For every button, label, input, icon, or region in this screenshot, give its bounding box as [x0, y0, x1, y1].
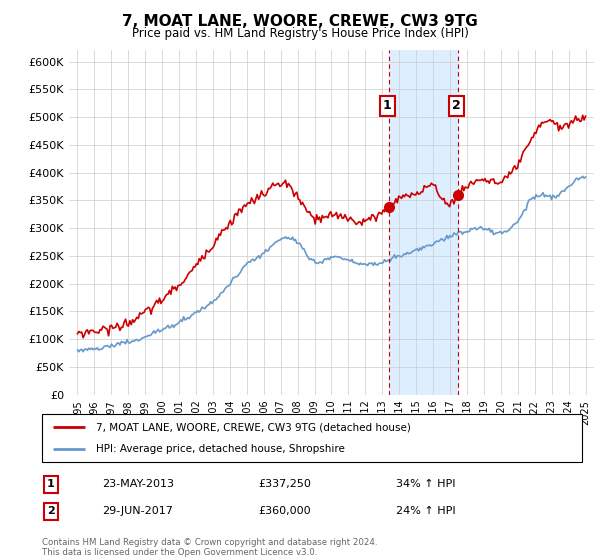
- FancyBboxPatch shape: [42, 414, 582, 462]
- Text: 23-MAY-2013: 23-MAY-2013: [102, 479, 174, 489]
- Bar: [389, 50, 458, 395]
- Text: 2: 2: [452, 100, 461, 113]
- Text: £360,000: £360,000: [258, 506, 311, 516]
- Text: 2: 2: [47, 506, 55, 516]
- Text: Contains HM Land Registry data © Crown copyright and database right 2024.
This d: Contains HM Land Registry data © Crown c…: [42, 538, 377, 557]
- Text: HPI: Average price, detached house, Shropshire: HPI: Average price, detached house, Shro…: [96, 444, 345, 454]
- Text: 34% ↑ HPI: 34% ↑ HPI: [396, 479, 455, 489]
- Text: 1: 1: [383, 100, 391, 113]
- Text: £337,250: £337,250: [258, 479, 311, 489]
- Text: 29-JUN-2017: 29-JUN-2017: [102, 506, 173, 516]
- Text: 1: 1: [47, 479, 55, 489]
- Text: Price paid vs. HM Land Registry's House Price Index (HPI): Price paid vs. HM Land Registry's House …: [131, 27, 469, 40]
- Text: 7, MOAT LANE, WOORE, CREWE, CW3 9TG: 7, MOAT LANE, WOORE, CREWE, CW3 9TG: [122, 14, 478, 29]
- Text: 7, MOAT LANE, WOORE, CREWE, CW3 9TG (detached house): 7, MOAT LANE, WOORE, CREWE, CW3 9TG (det…: [96, 422, 411, 432]
- Text: 24% ↑ HPI: 24% ↑ HPI: [396, 506, 455, 516]
